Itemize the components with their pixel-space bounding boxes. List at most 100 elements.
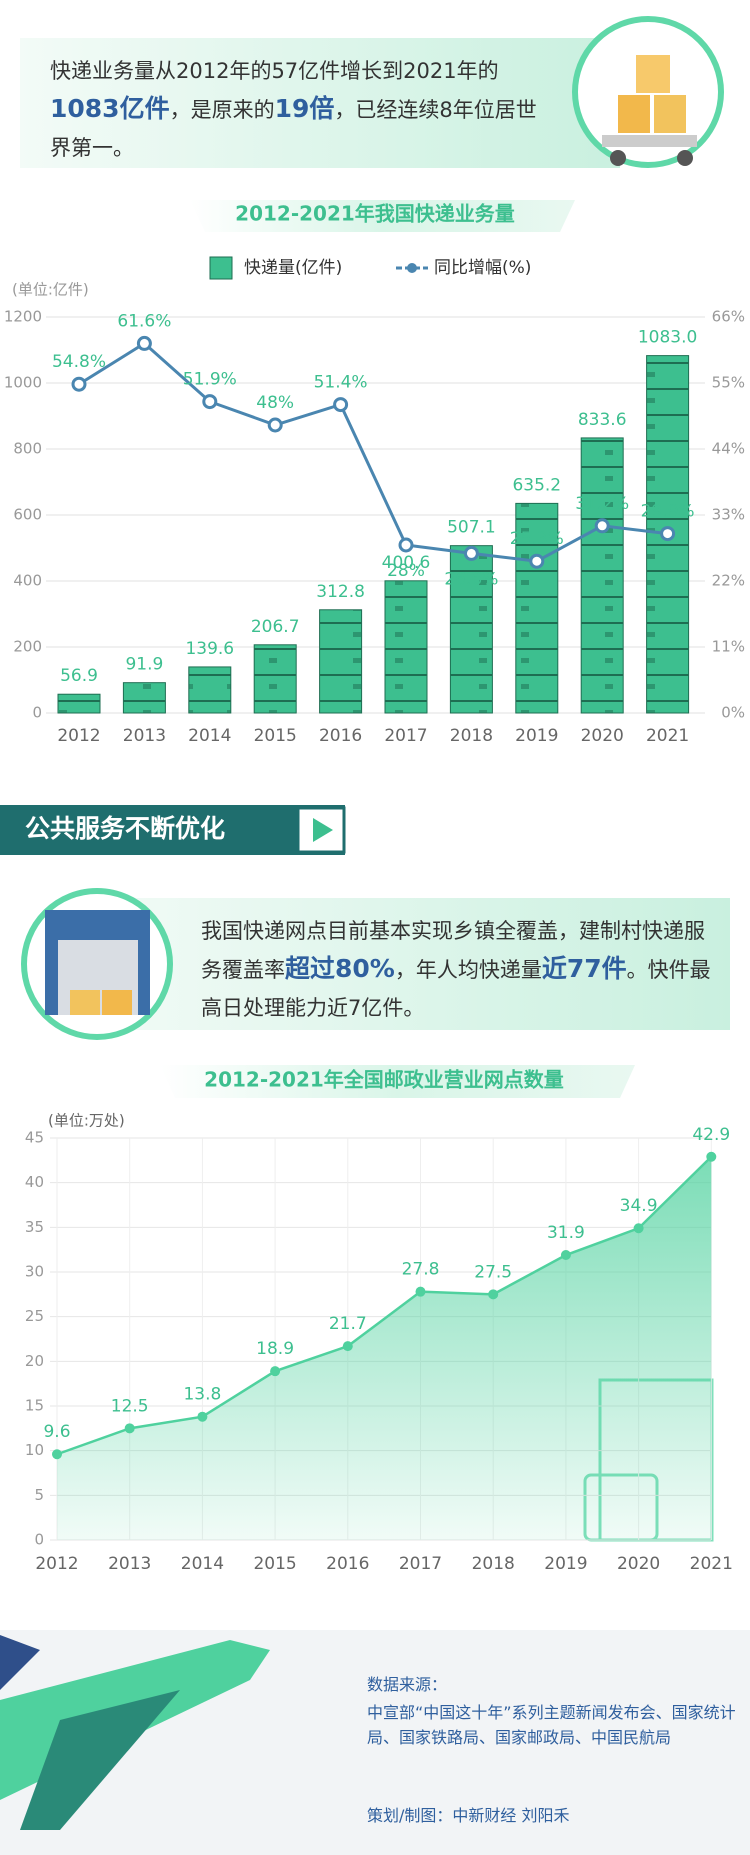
section-band	[0, 805, 345, 855]
legend-swatch	[407, 263, 417, 273]
value-label: 18.9	[256, 1339, 294, 1359]
x-tick-label: 2014	[188, 726, 231, 746]
x-tick-label: 2015	[253, 1554, 296, 1574]
bar	[188, 666, 232, 714]
value-label: 1083.0	[638, 328, 697, 348]
icon-box	[654, 95, 686, 133]
icon-box	[102, 990, 132, 1015]
y2-tick-label: 55%	[712, 374, 745, 392]
bar	[57, 693, 101, 714]
point	[488, 1289, 499, 1300]
play-icon	[313, 818, 333, 842]
text-part: ，已经连续8年位居世界第一。	[50, 98, 537, 160]
bar	[515, 502, 559, 714]
y2-tick-label: 22%	[712, 572, 745, 590]
text-part: 1083亿件	[50, 94, 170, 123]
area-line	[56, 1155, 713, 1456]
chart-title: 2012-2021年我国快递业务量	[235, 202, 515, 226]
value-label: 9.6	[43, 1422, 70, 1442]
value-label: 91.9	[125, 655, 163, 675]
value-label: 42.9	[692, 1125, 730, 1145]
paragraph-box	[80, 898, 730, 1030]
y-tick-label: 45	[25, 1129, 44, 1147]
point	[197, 1411, 208, 1422]
y-tick-label: 0	[32, 704, 42, 722]
y2-tick-label: 33%	[712, 506, 745, 524]
x-tick-label: 2021	[646, 726, 689, 746]
x-tick-label: 2017	[384, 726, 427, 746]
text-part: 。快件最高日处理能力近7亿件。	[201, 958, 711, 1020]
line-point	[529, 553, 545, 569]
point	[415, 1286, 426, 1297]
line	[78, 341, 668, 563]
source-label: 数据来源：	[367, 1675, 448, 1694]
value-label: 31.2%	[575, 494, 629, 514]
line-point	[398, 537, 414, 553]
legend-swatch	[209, 256, 233, 280]
line-point	[202, 394, 218, 410]
bar	[319, 609, 363, 714]
title-banner	[160, 1065, 635, 1098]
value-label: 56.9	[60, 666, 98, 686]
icon-box	[618, 95, 650, 133]
value-label: 31.9	[547, 1223, 585, 1243]
text-part: 快递业务量从2012年的57亿件增长到2021年的	[50, 59, 499, 83]
axis-label: (单位:万处)	[48, 1112, 125, 1130]
intro-box	[20, 38, 620, 168]
x-tick-label: 2019	[544, 1554, 587, 1574]
value-label: 54.8%	[52, 352, 106, 372]
intro-text: 快递业务量从2012年的57亿件增长到2021年的 1083亿件，是原来的19倍，…	[50, 52, 540, 167]
y-tick-label: 200	[13, 638, 42, 656]
line-point	[71, 376, 87, 392]
y2-tick-label: 11%	[712, 638, 745, 656]
x-tick-label: 2020	[617, 1554, 660, 1574]
bar	[449, 545, 493, 714]
y-tick-label: 40	[25, 1173, 44, 1191]
chart-title: 2012-2021年全国邮政业营业网点数量	[204, 1068, 564, 1092]
text-part: 我国快递网点目前基本实现乡镇全覆盖，建制村快递服务覆盖率	[201, 919, 705, 982]
point	[124, 1423, 135, 1434]
point	[706, 1151, 717, 1162]
x-tick-label: 2015	[254, 726, 297, 746]
value-label: 635.2	[512, 475, 561, 495]
value-label: 25.3%	[510, 529, 564, 549]
bar	[122, 682, 166, 714]
x-tick-label: 2019	[515, 726, 558, 746]
point	[633, 1223, 644, 1234]
icon-box	[636, 55, 670, 93]
text-part: 近77件	[541, 954, 627, 983]
value-label: 206.7	[251, 617, 300, 637]
y-tick-label: 20	[25, 1352, 44, 1370]
x-tick-label: 2013	[123, 726, 166, 746]
text-part: ，是原来的	[169, 98, 275, 122]
title-banner	[190, 200, 575, 232]
section-title: 公共服务不断优化	[25, 814, 225, 843]
x-tick-label: 2012	[35, 1554, 78, 1574]
x-tick-label: 2012	[57, 726, 100, 746]
icon-wheel	[677, 150, 693, 166]
point	[342, 1341, 353, 1352]
line-point	[463, 545, 479, 561]
icon-box	[70, 990, 100, 1015]
y-tick-label: 25	[25, 1307, 44, 1325]
y-tick-label: 5	[34, 1486, 44, 1504]
value-label: 34.9	[620, 1196, 658, 1216]
y-tick-label: 1200	[4, 308, 42, 326]
text-part: 超过80%	[285, 954, 395, 983]
line-point	[333, 397, 349, 413]
bar	[253, 644, 297, 714]
bar	[384, 580, 428, 714]
legend-label: 同比增幅(%)	[434, 258, 531, 278]
value-label: 312.8	[316, 582, 365, 602]
x-tick-label: 2013	[108, 1554, 151, 1574]
x-tick-label: 2016	[319, 726, 362, 746]
text-part: 19倍	[274, 94, 335, 123]
icon-wheel	[610, 150, 626, 166]
plane-tail	[0, 1635, 40, 1690]
point	[52, 1449, 62, 1460]
bar	[580, 437, 624, 714]
y2-tick-label: 66%	[712, 308, 745, 326]
y-tick-label: 10	[25, 1441, 44, 1459]
area	[57, 1156, 712, 1540]
